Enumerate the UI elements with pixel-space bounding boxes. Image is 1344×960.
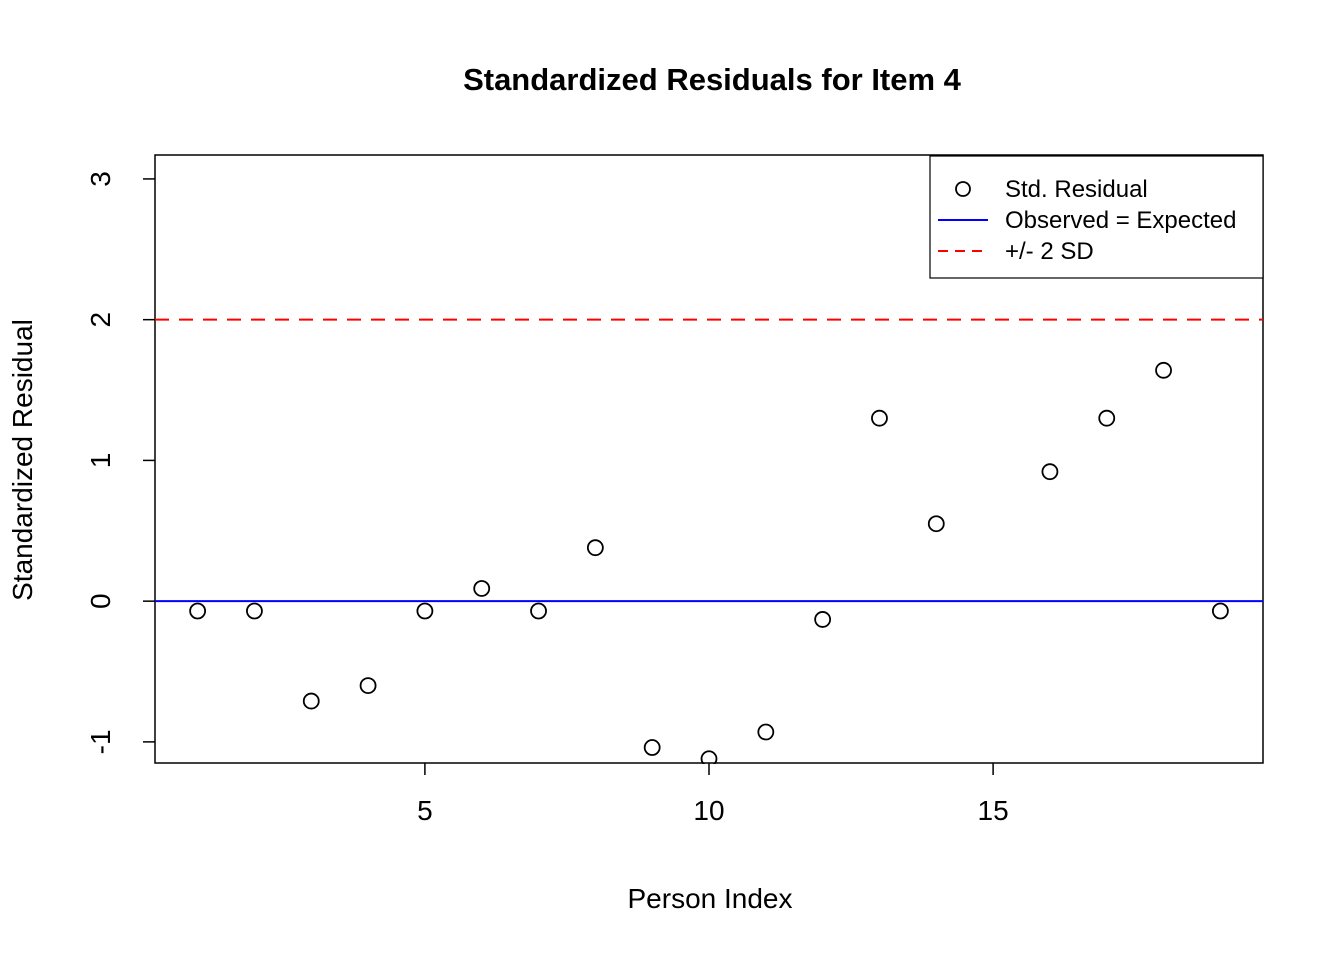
x-axis-title: Person Index	[628, 883, 793, 914]
legend-label-observed-expected: Observed = Expected	[1005, 207, 1236, 234]
data-point	[530, 602, 547, 620]
data-point	[1211, 602, 1229, 620]
y-axis-title: Standardized Residual	[7, 319, 38, 601]
data-point	[246, 602, 263, 620]
data-point	[189, 602, 207, 620]
data-point	[1098, 409, 1116, 427]
plot-dynamic-layer: 5 10 15 -1 0 1 2 3	[85, 171, 1263, 826]
data-point	[1041, 463, 1059, 481]
y-axis-tick-label: 1	[85, 453, 116, 469]
y-axis-tick-label: 0	[85, 593, 116, 609]
y-axis-tick-label: 2	[85, 312, 116, 328]
chart-title: Standardized Residuals for Item 4	[463, 62, 962, 97]
data-point	[473, 580, 491, 597]
data-point	[643, 739, 661, 756]
data-point	[700, 750, 718, 764]
data-point	[359, 677, 377, 694]
legend-point-symbol	[955, 181, 971, 197]
legend-label-residual: Std. Residual	[1005, 176, 1148, 203]
x-axis-tick-label: 5	[417, 795, 433, 826]
data-point	[586, 539, 604, 557]
data-point	[302, 692, 320, 710]
legend-border	[929, 155, 1264, 279]
y-axis-tick-label: -1	[85, 729, 116, 754]
x-axis-tick-label: 15	[978, 795, 1009, 826]
legend: Std. Residual Observed = Expected +/- 2 …	[929, 155, 1264, 279]
data-point	[1155, 361, 1172, 379]
data-point	[927, 515, 945, 533]
data-point	[757, 723, 775, 741]
data-points	[189, 361, 1229, 764]
x-axis-tick-label: 10	[693, 795, 724, 826]
legend-label-2sd: +/- 2 SD	[1005, 238, 1094, 265]
data-point	[871, 409, 888, 427]
data-point	[814, 611, 832, 628]
y-axis-tick-label: 3	[85, 171, 116, 187]
data-point	[416, 602, 434, 620]
